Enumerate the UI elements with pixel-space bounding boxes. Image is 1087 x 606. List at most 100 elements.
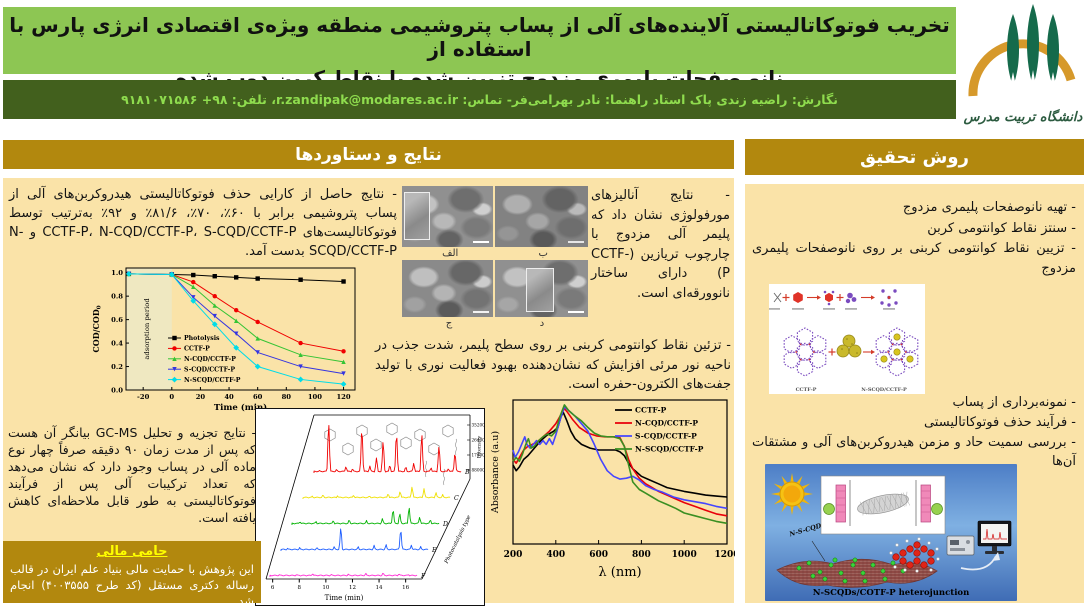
svg-text:600: 600 xyxy=(589,550,608,560)
sem-inset xyxy=(526,268,554,312)
results-section-header: نتایج و دستاوردها xyxy=(3,140,734,169)
scale-bar xyxy=(473,311,489,313)
sem-label: ب xyxy=(538,248,548,259)
svg-text:-20: -20 xyxy=(137,393,150,401)
svg-text:8: 8 xyxy=(298,585,302,591)
synthesis-scheme-figure: CCTF-P N-SCQD/CCTF-P xyxy=(768,284,925,394)
sem-label: د xyxy=(539,318,545,329)
logo-cypress-right xyxy=(1046,14,1059,86)
svg-text:F: F xyxy=(420,573,426,580)
svg-text:Time (min): Time (min) xyxy=(325,594,364,602)
methods-section-header: روش تحقیق xyxy=(745,139,1084,175)
sem-row-bottom xyxy=(402,260,588,317)
paragraph-morphology: - نتایج آنالیزهای مورفولوژی نشان داد که … xyxy=(591,188,730,301)
byline-band: نگارش: راضیه زندی پاک استاد راهنما: نادر… xyxy=(3,80,956,119)
svg-text:12: 12 xyxy=(349,585,356,591)
svg-text:10: 10 xyxy=(322,585,329,591)
scale-bar xyxy=(568,311,584,313)
svg-text:80: 80 xyxy=(282,393,292,401)
svg-text:COD/COD0: COD/COD0 xyxy=(91,305,103,352)
svg-text:200: 200 xyxy=(504,550,523,560)
svg-text:Photolysis: Photolysis xyxy=(184,335,220,342)
svg-text:40: 40 xyxy=(224,393,234,401)
svg-text:C: C xyxy=(454,495,459,502)
university-logo-text: دانشگاه تربیت مدرس xyxy=(962,108,1083,125)
svg-text:264000: 264000 xyxy=(472,438,485,443)
svg-text:800: 800 xyxy=(632,550,651,560)
results-panel: - نتایج حاصل از کارایی حذف فوتوکاتالیستی… xyxy=(3,178,740,606)
results-section-title: نتایج و دستاوردها xyxy=(295,144,442,165)
svg-text:λ (nm): λ (nm) xyxy=(598,565,641,580)
svg-text:CCTF-P: CCTF-P xyxy=(184,346,210,353)
svg-text:1000: 1000 xyxy=(672,550,697,560)
scheme-label-cctfp: CCTF-P xyxy=(795,387,817,393)
svg-text:1.0: 1.0 xyxy=(111,269,123,277)
svg-text:20: 20 xyxy=(196,393,206,401)
sem-captions-bottom: ج د xyxy=(402,317,588,330)
methods-section-title: روش تحقیق xyxy=(860,146,969,168)
method-step: - نمونه‌برداری از پساب xyxy=(952,395,1076,410)
svg-text:0.4: 0.4 xyxy=(111,339,123,347)
byline-text: نگارش: راضیه زندی پاک استاد راهنما: نادر… xyxy=(121,92,838,107)
svg-text:0.8: 0.8 xyxy=(111,293,123,301)
svg-text:400: 400 xyxy=(546,550,565,560)
paragraph-gcms: - نتایج تجزیه و تحلیل GC-MS بیانگر آن هس… xyxy=(8,425,256,525)
sem-figure: الف ب ج د xyxy=(402,186,588,330)
method-step: - سنتز نقاط کوانتومی کربن xyxy=(927,220,1076,236)
heterojunction-figure: N-S-CQD N-SCQDs/COTF-P heterojunction xyxy=(765,464,1017,601)
method-steps-bottom: - نمونه‌برداری از پساب - فرآیند حذف فوتو… xyxy=(752,394,1076,472)
sem-image-a xyxy=(402,186,493,247)
svg-text:352000: 352000 xyxy=(472,423,485,428)
sem-row-top xyxy=(402,186,588,247)
svg-text:16: 16 xyxy=(402,585,409,591)
funding-body: این پژوهش با حمایت مالی بنیاد علم ایران … xyxy=(10,562,254,606)
svg-text:S-CQD/CCTF-P: S-CQD/CCTF-P xyxy=(635,432,697,441)
svg-text:88000: 88000 xyxy=(472,468,485,473)
svg-text:0.6: 0.6 xyxy=(111,316,123,324)
sem-image-c xyxy=(402,260,493,317)
svg-text:176000: 176000 xyxy=(472,453,485,458)
svg-text:N-CQD/CCTF-P: N-CQD/CCTF-P xyxy=(184,356,236,363)
methods-panel: - تهیه نانوصفحات پلیمری مزدوج - سنتز نقا… xyxy=(745,184,1084,603)
svg-text:adsorption period: adsorption period xyxy=(143,298,151,360)
svg-text:0: 0 xyxy=(169,393,174,401)
svg-text:120: 120 xyxy=(336,393,350,401)
svg-text:60: 60 xyxy=(253,393,263,401)
method-step: - فرآیند حذف فوتوکاتالیستی xyxy=(923,414,1076,430)
funding-box: حامی مالی این پژوهش با حمایت مالی بنیاد … xyxy=(3,541,261,606)
method-step: - تهیه نانوصفحات پلیمری مزدوج xyxy=(902,200,1076,215)
poster-title-line1: تخریب فوتوکاتالیستی آلاینده‌های آلی از پ… xyxy=(9,13,950,61)
logo-cypress-center xyxy=(1026,4,1039,86)
gcms-waterfall-chart: 6 8 10 12 14 16 Time (min) B C D E F 352000 264000 176… xyxy=(255,408,488,606)
sem-inset xyxy=(404,192,430,240)
university-logo: دانشگاه تربیت مدرس xyxy=(958,0,1087,133)
svg-text:E: E xyxy=(431,547,437,554)
method-step: - بررسی سمیت حاد و مزمن هیدروکربن‌های آل… xyxy=(752,434,1076,469)
sem-captions-top: الف ب xyxy=(402,247,588,260)
svg-text:D: D xyxy=(442,521,448,528)
cod-line-chart: -20 0 20 40 60 80 100 120 0.0 0.2 0.4 0.6 0.8 1.0 adso… xyxy=(89,262,363,420)
sem-image-b xyxy=(495,186,588,247)
svg-text:Time (min): Time (min) xyxy=(214,402,267,413)
logo-notch xyxy=(1029,70,1036,86)
university-logo-icon: دانشگاه تربیت مدرس xyxy=(962,4,1083,125)
heterojunction-caption: N-SCQDs/COTF-P heterojunction xyxy=(812,588,970,598)
title-band: تخریب فوتوکاتالیستی آلاینده‌های آلی از پ… xyxy=(3,7,956,90)
svg-text:CCTF-P: CCTF-P xyxy=(635,406,667,415)
method-steps-top: - تهیه نانوصفحات پلیمری مزدوج - سنتز نقا… xyxy=(752,198,1076,279)
svg-text:0.0: 0.0 xyxy=(111,386,123,394)
svg-text:B: B xyxy=(464,469,470,476)
svg-text:N-SCQD/CCTF-P: N-SCQD/CCTF-P xyxy=(635,445,704,454)
scheme-label-nscqd: N-SCQD/CCTF-P xyxy=(861,387,907,393)
logo-cypress-left xyxy=(1006,14,1019,86)
scale-bar xyxy=(568,241,584,243)
logo-notch xyxy=(1049,72,1056,86)
svg-text:S-CQD/CCTF-P: S-CQD/CCTF-P xyxy=(184,366,235,373)
svg-text:N-SCQD/CCTF-P: N-SCQD/CCTF-P xyxy=(184,377,241,384)
svg-text:N-CQD/CCTF-P: N-CQD/CCTF-P xyxy=(635,419,698,428)
svg-text:100: 100 xyxy=(308,393,322,401)
svg-text:Intensity: Intensity xyxy=(477,436,483,459)
svg-text:Absorbance (a.u): Absorbance (a.u) xyxy=(490,431,501,514)
